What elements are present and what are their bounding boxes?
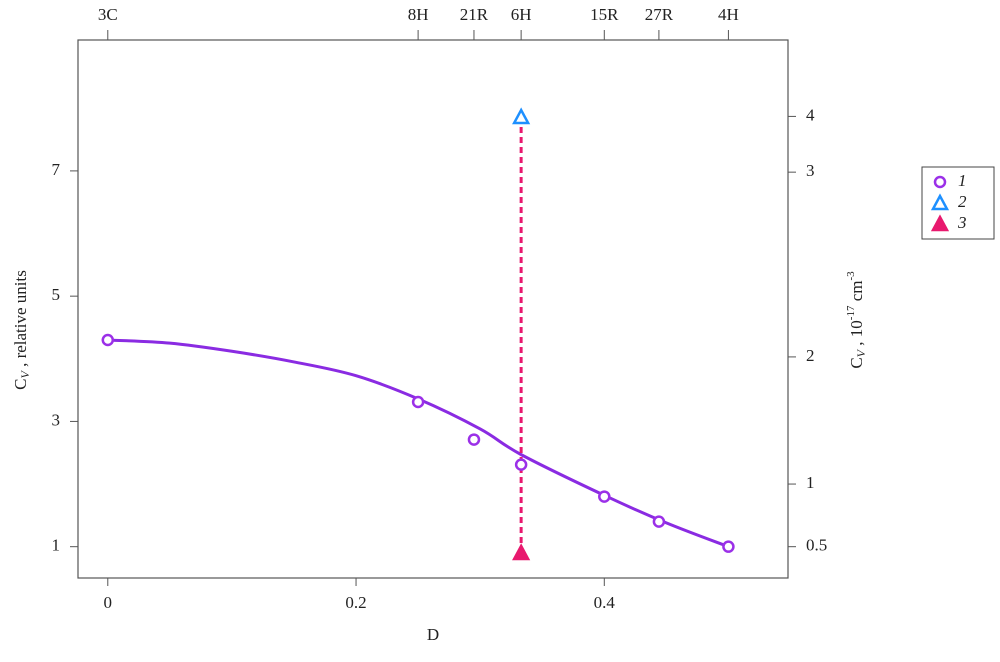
y-tick-label: 1 — [52, 536, 61, 555]
top-tick-label: 4H — [718, 5, 739, 24]
legend-marker — [930, 193, 950, 211]
point — [652, 515, 666, 528]
point — [411, 395, 425, 409]
y2-tick-label: 4 — [806, 105, 815, 124]
point — [512, 543, 531, 561]
x-tick-label: 0.2 — [345, 593, 366, 612]
point — [101, 333, 115, 347]
point — [467, 433, 481, 446]
y2-tick-label: 0.5 — [806, 536, 827, 555]
y-axis-label: CV , relative units — [11, 270, 32, 390]
top-tick-label: 15R — [590, 5, 619, 24]
top-tick-label: 8H — [408, 5, 429, 24]
fit-curve — [107, 338, 729, 549]
y-tick-label: 5 — [52, 285, 61, 304]
x-tick-label: 0 — [104, 593, 113, 612]
x-axis-label: D — [427, 625, 439, 644]
y2-tick-label: 3 — [806, 161, 815, 180]
point — [722, 540, 735, 553]
x-tick-label: 0.4 — [594, 593, 616, 612]
point — [514, 458, 528, 471]
top-tick-label: 21R — [460, 5, 489, 24]
y-tick-label: 7 — [52, 160, 61, 179]
legend-label: 1 — [958, 171, 967, 190]
top-tick-label: 27R — [645, 5, 674, 24]
point — [598, 490, 611, 503]
legend-marker — [933, 175, 947, 189]
top-tick-label: 3C — [98, 5, 118, 24]
legend-label: 2 — [958, 192, 967, 211]
legend-label: 3 — [957, 213, 967, 232]
y2-axis-label: CV , 10-17 cm-3 — [845, 271, 868, 369]
y-tick-label: 3 — [52, 410, 61, 429]
y2-tick-label: 1 — [806, 473, 815, 492]
legend-marker — [930, 214, 950, 232]
top-tick-label: 6H — [511, 5, 532, 24]
plot-frame — [77, 39, 789, 579]
point — [512, 107, 531, 125]
y2-tick-label: 2 — [806, 346, 815, 365]
